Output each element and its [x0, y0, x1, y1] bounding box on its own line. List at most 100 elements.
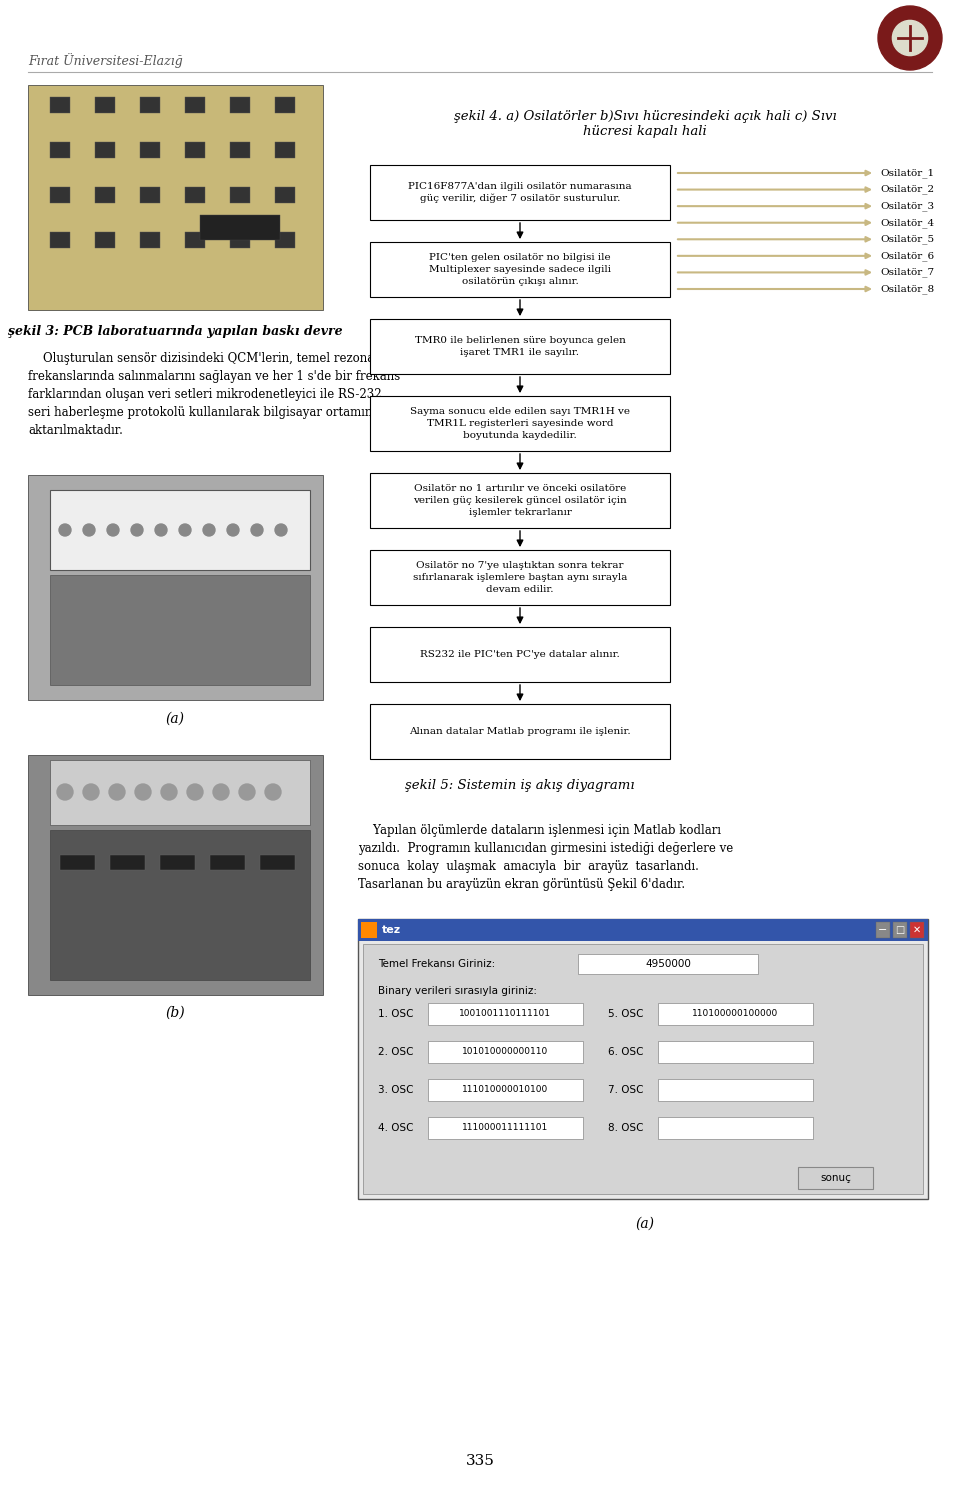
FancyBboxPatch shape — [160, 855, 195, 870]
Text: Osilatör no 7'ye ulaştıktan sonra tekrar
sıfırlanarak işlemlere baştan aynı sıra: Osilatör no 7'ye ulaştıktan sonra tekrar… — [413, 561, 627, 594]
FancyBboxPatch shape — [275, 232, 295, 248]
Text: 335: 335 — [466, 1455, 494, 1468]
FancyBboxPatch shape — [363, 943, 923, 1195]
FancyBboxPatch shape — [50, 232, 70, 248]
Text: 111010000010100: 111010000010100 — [462, 1085, 548, 1094]
FancyBboxPatch shape — [275, 97, 295, 114]
FancyBboxPatch shape — [370, 472, 670, 528]
Text: Osilatör_5: Osilatör_5 — [880, 235, 934, 244]
Text: Oluşturulan sensör dizisindeki QCM'lerin, temel rezonans
frekanslarında salınmal: Oluşturulan sensör dizisindeki QCM'lerin… — [28, 351, 400, 437]
FancyBboxPatch shape — [370, 318, 670, 374]
FancyBboxPatch shape — [370, 164, 670, 220]
Text: (b): (b) — [165, 1006, 185, 1020]
FancyBboxPatch shape — [95, 187, 115, 203]
FancyBboxPatch shape — [200, 215, 280, 241]
FancyBboxPatch shape — [370, 242, 670, 298]
Text: PIC16F877A'dan ilgili osilatör numarasına
güç verilir, diğer 7 osilatör susturul: PIC16F877A'dan ilgili osilatör numarasın… — [408, 182, 632, 203]
FancyBboxPatch shape — [358, 919, 928, 940]
Text: (a): (a) — [165, 712, 184, 727]
Circle shape — [135, 783, 151, 800]
FancyBboxPatch shape — [95, 232, 115, 248]
FancyBboxPatch shape — [50, 759, 310, 825]
Text: 110100000100000: 110100000100000 — [692, 1009, 779, 1018]
Circle shape — [155, 525, 167, 537]
Text: 101010000000110: 101010000000110 — [462, 1048, 548, 1057]
FancyBboxPatch shape — [50, 830, 310, 981]
Circle shape — [179, 525, 191, 537]
FancyBboxPatch shape — [28, 475, 323, 700]
Text: 4. OSC: 4. OSC — [378, 1123, 414, 1133]
FancyBboxPatch shape — [428, 1117, 583, 1139]
Text: Fırat Üniversitesi-Elazığ: Fırat Üniversitesi-Elazığ — [28, 52, 182, 67]
Circle shape — [213, 783, 229, 800]
Circle shape — [83, 525, 95, 537]
Text: Osilatör no 1 artırılır ve önceki osilatöre
verilen güç kesilerek güncel osilatö: Osilatör no 1 artırılır ve önceki osilat… — [413, 484, 627, 517]
FancyBboxPatch shape — [110, 855, 145, 870]
Text: Binary verileri sırasıyla giriniz:: Binary verileri sırasıyla giriniz: — [378, 987, 537, 996]
Text: RS232 ile PIC'ten PC'ye datalar alınır.: RS232 ile PIC'ten PC'ye datalar alınır. — [420, 650, 620, 659]
FancyBboxPatch shape — [50, 97, 70, 114]
Circle shape — [107, 525, 119, 537]
Circle shape — [275, 525, 287, 537]
FancyBboxPatch shape — [140, 187, 160, 203]
FancyBboxPatch shape — [658, 1079, 813, 1100]
Text: sonuç: sonuç — [821, 1174, 852, 1183]
FancyBboxPatch shape — [50, 576, 310, 685]
Text: Osilatör_6: Osilatör_6 — [880, 251, 934, 260]
Circle shape — [878, 6, 942, 70]
FancyBboxPatch shape — [428, 1041, 583, 1063]
Text: 7. OSC: 7. OSC — [608, 1085, 643, 1094]
FancyBboxPatch shape — [185, 142, 205, 158]
FancyBboxPatch shape — [370, 626, 670, 682]
FancyBboxPatch shape — [370, 550, 670, 605]
FancyBboxPatch shape — [185, 232, 205, 248]
Text: şekil 4. a) Osilatörler b)Sıvı hücresindeki açık hali c) Sıvı
hücresi kapalı hal: şekil 4. a) Osilatörler b)Sıvı hücresind… — [454, 111, 836, 138]
FancyBboxPatch shape — [658, 1117, 813, 1139]
FancyBboxPatch shape — [50, 490, 310, 570]
Text: 111000011111101: 111000011111101 — [462, 1124, 548, 1133]
FancyBboxPatch shape — [578, 954, 758, 975]
FancyBboxPatch shape — [358, 919, 928, 1199]
Text: Sayma sonucu elde edilen sayı TMR1H ve
TMR1L registerleri sayesinde word
boyutun: Sayma sonucu elde edilen sayı TMR1H ve T… — [410, 407, 630, 440]
Text: ✕: ✕ — [913, 925, 921, 934]
Text: Osilatör_1: Osilatör_1 — [880, 167, 934, 178]
Text: −: − — [878, 925, 888, 934]
Text: tez: tez — [382, 925, 401, 934]
FancyBboxPatch shape — [370, 704, 670, 759]
FancyBboxPatch shape — [893, 922, 907, 937]
Circle shape — [187, 783, 203, 800]
FancyBboxPatch shape — [140, 142, 160, 158]
FancyBboxPatch shape — [230, 97, 250, 114]
FancyBboxPatch shape — [230, 187, 250, 203]
Text: Alınan datalar Matlab programı ile işlenir.: Alınan datalar Matlab programı ile işlen… — [409, 727, 631, 736]
FancyBboxPatch shape — [140, 232, 160, 248]
Text: Osilatör_4: Osilatör_4 — [880, 218, 934, 227]
Text: TMR0 ile belirlenen süre boyunca gelen
işaret TMR1 ile sayılır.: TMR0 ile belirlenen süre boyunca gelen i… — [415, 336, 625, 357]
Text: 1001001110111101: 1001001110111101 — [459, 1009, 551, 1018]
FancyBboxPatch shape — [185, 187, 205, 203]
Circle shape — [109, 783, 125, 800]
FancyBboxPatch shape — [185, 97, 205, 114]
FancyBboxPatch shape — [140, 97, 160, 114]
FancyBboxPatch shape — [275, 142, 295, 158]
Text: 8. OSC: 8. OSC — [608, 1123, 643, 1133]
FancyBboxPatch shape — [361, 922, 377, 937]
Circle shape — [57, 783, 73, 800]
Text: Osilatör_2: Osilatör_2 — [880, 185, 934, 194]
Circle shape — [893, 21, 927, 55]
FancyBboxPatch shape — [260, 855, 295, 870]
FancyBboxPatch shape — [428, 1003, 583, 1026]
Circle shape — [239, 783, 255, 800]
Text: şekil 5: Sistemin iş akış diyagramı: şekil 5: Sistemin iş akış diyagramı — [405, 779, 635, 792]
Circle shape — [83, 783, 99, 800]
Text: (a): (a) — [636, 1217, 655, 1230]
FancyBboxPatch shape — [230, 142, 250, 158]
FancyBboxPatch shape — [428, 1079, 583, 1100]
FancyBboxPatch shape — [95, 97, 115, 114]
Text: 4950000: 4950000 — [645, 958, 691, 969]
Text: Osilatör_3: Osilatör_3 — [880, 202, 934, 211]
Circle shape — [265, 783, 281, 800]
FancyBboxPatch shape — [230, 232, 250, 248]
FancyBboxPatch shape — [50, 142, 70, 158]
Text: 2. OSC: 2. OSC — [378, 1046, 414, 1057]
